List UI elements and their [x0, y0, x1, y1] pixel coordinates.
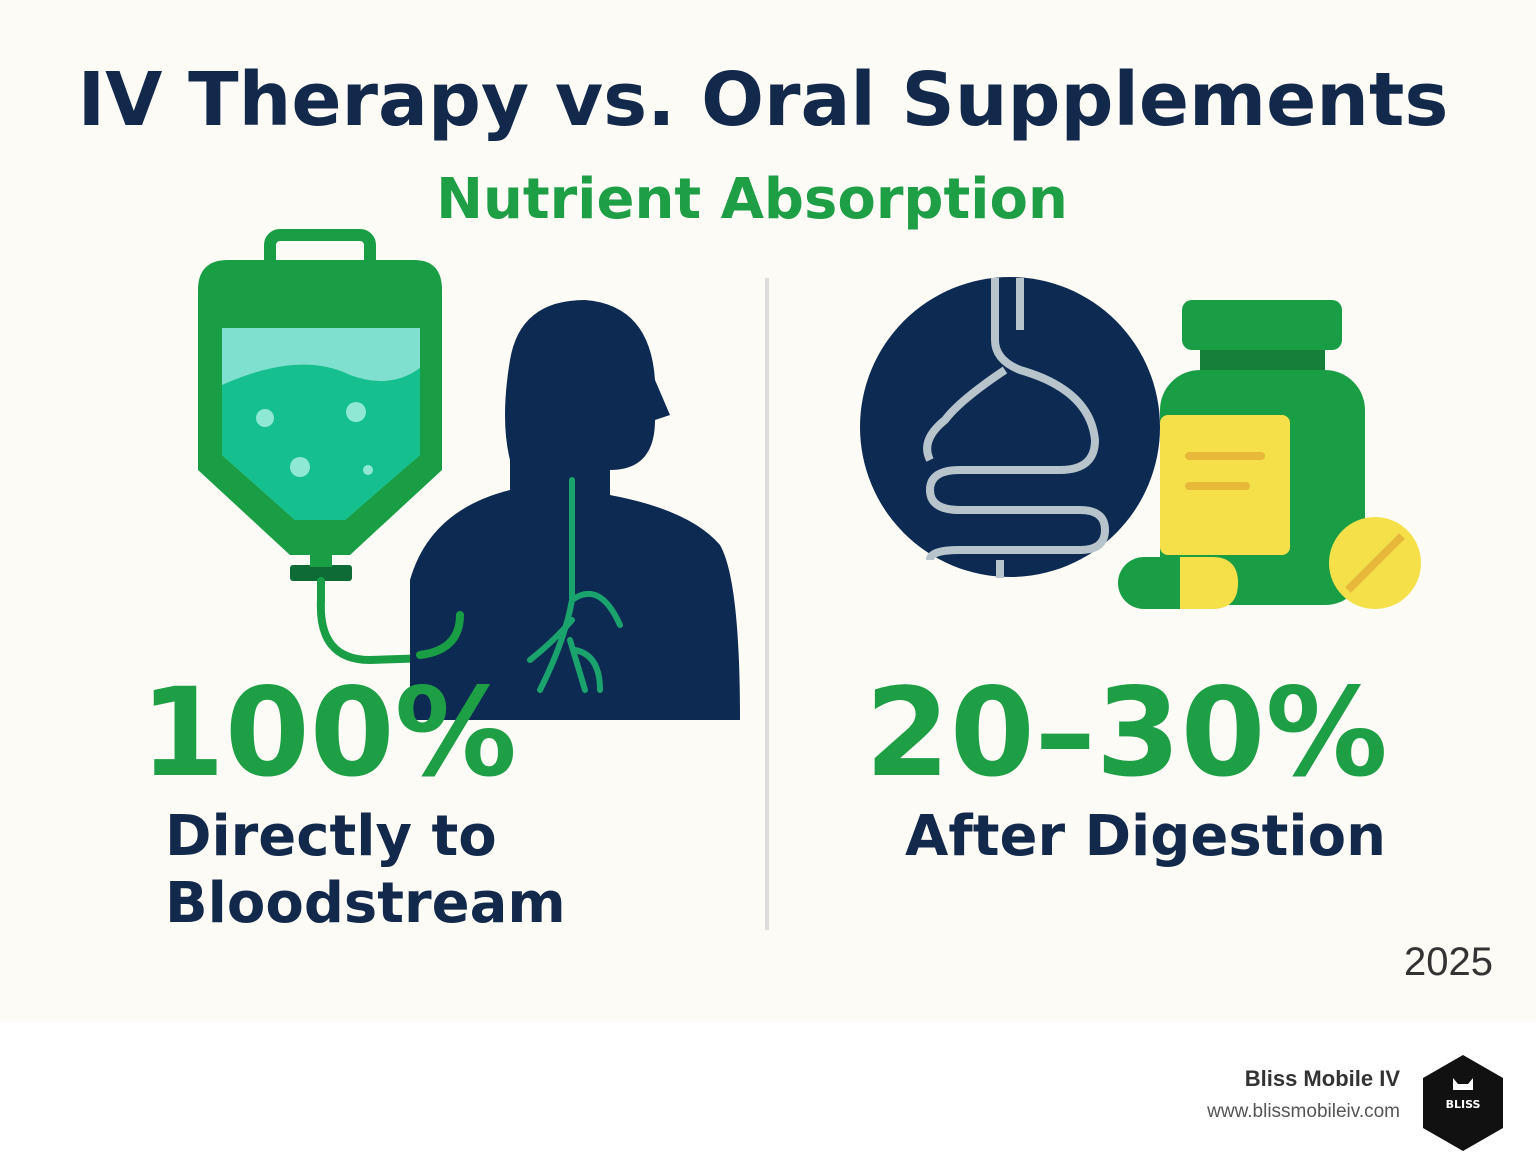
logo: BLISS [1423, 1055, 1503, 1151]
left-stat: 100% [140, 662, 517, 804]
logo-text: BLISS [1446, 1098, 1481, 1111]
title: IV Therapy vs. Oral Supplements [78, 57, 1449, 143]
iv-bag-icon [198, 229, 462, 665]
brand: Bliss Mobile IV [1245, 1066, 1401, 1091]
person-icon [410, 300, 740, 720]
url: www.blissmobileiv.com [1206, 1101, 1400, 1122]
right-label: After Digestion [905, 804, 1386, 869]
year: 2025 [1404, 940, 1493, 984]
left-label: Bloodstream [165, 871, 566, 936]
digestion-icon [860, 277, 1160, 578]
left-label: Directly to [165, 804, 497, 869]
supplement-icon [1118, 300, 1421, 609]
right-stat: 20–30% [865, 662, 1388, 804]
subtitle: Nutrient Absorption [436, 167, 1068, 232]
